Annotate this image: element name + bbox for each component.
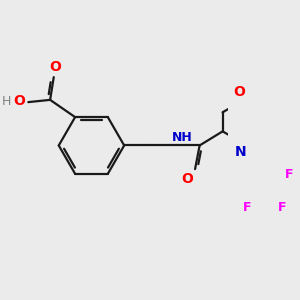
Text: F: F (278, 201, 287, 214)
Text: O: O (182, 172, 193, 186)
Text: NH: NH (172, 131, 193, 144)
Text: O: O (50, 60, 61, 74)
Text: H: H (2, 95, 11, 108)
Text: F: F (242, 201, 251, 214)
Text: O: O (233, 85, 245, 99)
Text: O: O (13, 94, 25, 108)
Text: F: F (285, 168, 293, 181)
Text: N: N (235, 145, 247, 158)
